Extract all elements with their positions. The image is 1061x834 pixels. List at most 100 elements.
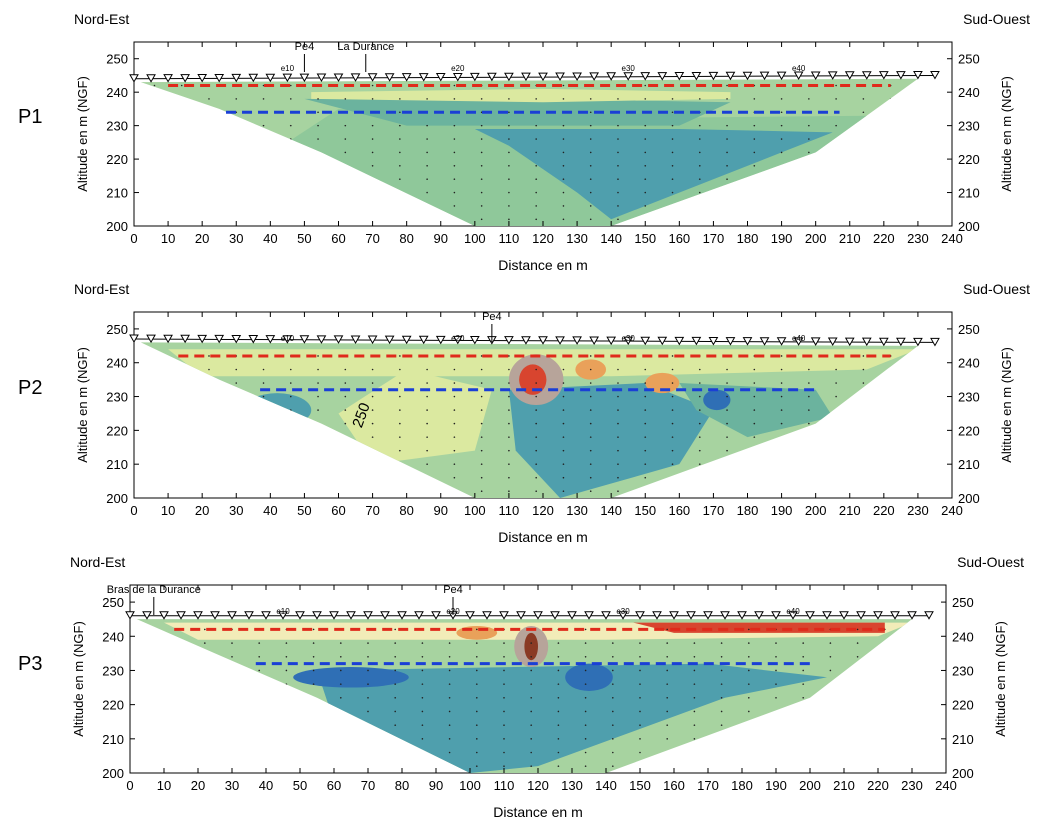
data-point — [426, 124, 428, 127]
x-tick-label: 160 — [668, 503, 690, 518]
data-point — [535, 191, 537, 194]
data-point — [367, 683, 369, 685]
electrode-marker — [601, 611, 611, 620]
data-point — [698, 98, 701, 100]
data-point — [726, 84, 728, 87]
data-point — [617, 368, 619, 371]
data-point — [644, 178, 647, 180]
zone-resistive-body — [338, 369, 492, 465]
data-point — [671, 98, 674, 100]
topographic-surface — [133, 74, 935, 80]
data-point — [344, 395, 347, 398]
electrode-marker — [180, 334, 190, 344]
data-point — [671, 124, 674, 127]
data-point — [693, 697, 696, 699]
data-point — [399, 368, 401, 371]
y-tick-label-right: 210 — [952, 732, 974, 747]
data-point — [258, 655, 261, 658]
data-point — [480, 436, 483, 438]
data-point — [285, 642, 288, 644]
direction-left: Nord-Est — [74, 281, 129, 297]
data-point — [480, 476, 483, 479]
annotation-label: La Durance — [337, 41, 394, 53]
data-point — [508, 463, 510, 465]
profile-panel-p2: e10 e20 e30 e40 Pe4 250 0 10 20 30 40 50 60 70 80 90 100… — [18, 281, 1030, 545]
electrode-marker — [299, 335, 310, 344]
data-point — [371, 151, 374, 154]
data-point — [508, 124, 510, 127]
data-point — [671, 395, 674, 398]
electrode-label: e10 — [281, 64, 295, 73]
data-point — [530, 655, 532, 658]
data-point — [612, 655, 614, 658]
electrode-marker — [469, 72, 480, 82]
data-point — [394, 724, 397, 726]
electrode-marker — [452, 335, 463, 345]
data-point — [503, 669, 505, 672]
electrode-marker — [261, 611, 271, 620]
data-point — [748, 710, 750, 713]
data-point — [671, 355, 674, 357]
y-tick-label-right: 220 — [958, 423, 980, 438]
data-point — [530, 642, 532, 644]
anomaly-core — [519, 364, 547, 395]
electrode-marker — [499, 611, 509, 620]
data-point — [426, 98, 428, 100]
data-point — [829, 642, 832, 644]
x-tick-label: 100 — [459, 778, 481, 793]
data-point — [617, 382, 619, 384]
data-point — [344, 138, 347, 140]
data-point — [317, 409, 319, 411]
data-point — [698, 164, 701, 167]
data-point — [508, 355, 510, 357]
data-point — [421, 655, 424, 658]
data-point — [480, 490, 483, 493]
data-point — [480, 191, 483, 194]
data-point — [720, 683, 723, 685]
y-tick-label-left: 250 — [106, 322, 128, 337]
data-point — [644, 138, 647, 140]
data-point — [644, 84, 647, 87]
data-point — [317, 138, 319, 140]
electrode-marker — [674, 72, 685, 81]
data-point — [802, 642, 804, 644]
data-point — [204, 628, 206, 631]
data-point — [808, 124, 810, 127]
data-point — [235, 98, 238, 100]
data-point — [453, 205, 456, 207]
data-point — [448, 697, 451, 699]
data-point — [535, 436, 537, 438]
x-tick-label: 40 — [263, 231, 277, 246]
data-point — [503, 765, 505, 767]
data-point — [503, 655, 505, 658]
x-tick-label: 110 — [499, 231, 520, 246]
data-point — [394, 669, 397, 672]
zone-low-resistivity — [474, 128, 833, 220]
data-point — [584, 697, 587, 699]
electrode-marker — [896, 71, 906, 80]
x-tick-label: 230 — [907, 231, 929, 246]
data-point — [644, 164, 647, 167]
data-point — [453, 138, 456, 140]
y-tick-label-left: 240 — [106, 85, 128, 100]
data-point — [589, 124, 592, 127]
data-point — [862, 368, 865, 371]
data-point — [317, 368, 319, 371]
x-tick-label: 220 — [867, 778, 889, 793]
electrode-label: e30 — [616, 607, 630, 616]
electrode-label: e10 — [281, 334, 295, 343]
electrode-label: e40 — [792, 334, 806, 343]
data-point — [535, 164, 537, 167]
data-point — [530, 765, 532, 767]
y-tick-label-left: 210 — [106, 457, 128, 472]
electrode-marker — [125, 611, 135, 620]
data-point — [394, 642, 397, 644]
y-tick-label-right: 220 — [952, 698, 974, 713]
data-point — [753, 395, 756, 398]
electrode-marker — [363, 611, 373, 620]
electrode-marker — [193, 611, 203, 620]
y-tick-label-left: 250 — [102, 595, 124, 610]
data-point — [426, 368, 428, 371]
data-point — [802, 697, 804, 699]
data-point — [503, 697, 505, 699]
